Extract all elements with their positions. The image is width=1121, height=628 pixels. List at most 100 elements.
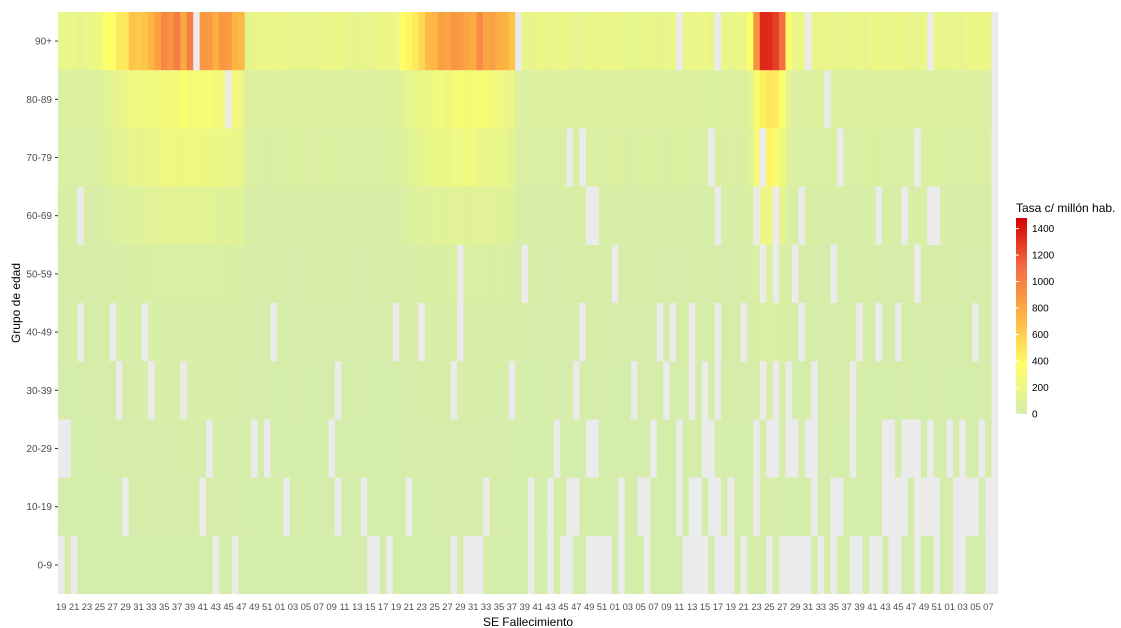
heatmap-cell [96, 361, 104, 420]
heatmap-cell [309, 303, 316, 362]
heatmap-cell [528, 128, 535, 187]
heatmap-cell [199, 186, 207, 245]
x-tick-label: 39 [520, 601, 530, 612]
heatmap-cell [985, 535, 992, 594]
heatmap-cell [553, 244, 561, 303]
heatmap-cell [212, 12, 220, 71]
heatmap-cell [154, 419, 162, 478]
heatmap-cell [663, 535, 670, 594]
heatmap-cell [321, 303, 329, 362]
heatmap-cell [734, 477, 741, 536]
heatmap-cell [817, 128, 825, 187]
heatmap-cell [58, 186, 65, 245]
heatmap-cell [212, 419, 220, 478]
heatmap-cells [58, 12, 999, 594]
heatmap-cell [502, 70, 509, 129]
heatmap-cell [437, 12, 445, 71]
heatmap-cell [824, 244, 831, 303]
heatmap-cell [148, 303, 155, 362]
heatmap-cell [650, 303, 658, 362]
heatmap-cell [985, 477, 992, 536]
heatmap-cell [611, 361, 619, 420]
heatmap-cell [399, 419, 406, 478]
heatmap-cell [206, 128, 213, 187]
heatmap-cell [315, 535, 323, 594]
heatmap-cell [103, 361, 110, 420]
heatmap-cell [103, 128, 110, 187]
heatmap-cell [289, 303, 297, 362]
heatmap-cell [515, 361, 522, 420]
x-tick-label: 01 [610, 601, 620, 612]
heatmap-cell [508, 128, 516, 187]
heatmap-cell [251, 535, 258, 594]
heatmap-cell [759, 419, 767, 478]
heatmap-cell [354, 477, 361, 536]
x-tick-label: 41 [867, 601, 877, 612]
heatmap-cell [431, 12, 439, 71]
heatmap-cell [566, 244, 574, 303]
heatmap-cell [225, 303, 233, 362]
heatmap-cell [753, 244, 761, 303]
heatmap-cell [141, 186, 149, 245]
heatmap-cell [180, 361, 188, 420]
heatmap-cell [70, 419, 78, 478]
heatmap-cell [431, 244, 439, 303]
x-tick-label: 03 [288, 601, 298, 612]
heatmap-cell [882, 361, 889, 420]
heatmap-cell [437, 70, 445, 129]
heatmap-cell [309, 361, 316, 420]
heatmap-cell [740, 12, 748, 71]
heatmap-cell [296, 186, 303, 245]
heatmap-cell [186, 477, 194, 536]
heatmap-cell [193, 186, 200, 245]
heatmap-cell [264, 361, 271, 420]
heatmap-cell [341, 244, 349, 303]
heatmap-cell [959, 128, 967, 187]
heatmap-cell [238, 477, 246, 536]
heatmap-cell [746, 12, 754, 71]
heatmap-cell [566, 12, 574, 71]
heatmap-cell [83, 303, 91, 362]
heatmap-cell [238, 128, 246, 187]
heatmap-cell [225, 244, 233, 303]
heatmap-cell [257, 128, 265, 187]
legend-colorbar [1016, 218, 1027, 414]
heatmap-cell [811, 361, 819, 420]
heatmap-cell [115, 361, 123, 420]
heatmap-cell [985, 12, 992, 71]
heatmap-cell [83, 70, 91, 129]
heatmap-cell [141, 535, 149, 594]
heatmap-cell [64, 535, 72, 594]
heatmap-cell [431, 186, 439, 245]
heatmap-cell [952, 70, 960, 129]
heatmap-cell [824, 186, 831, 245]
heatmap-cell [309, 244, 316, 303]
heatmap-cell [379, 419, 387, 478]
heatmap-cell [424, 70, 432, 129]
heatmap-cell [843, 128, 851, 187]
heatmap-cell [379, 535, 387, 594]
heatmap-cell [811, 419, 819, 478]
heatmap-cell [437, 303, 445, 362]
heatmap-cell [264, 128, 271, 187]
heatmap-cell [779, 477, 786, 536]
heatmap-cell [264, 535, 271, 594]
heatmap-cell [869, 12, 876, 71]
heatmap-cell [772, 361, 780, 420]
heatmap-cell [296, 535, 303, 594]
heatmap-cell [231, 477, 239, 536]
heatmap-cell [463, 244, 471, 303]
heatmap-cell [450, 535, 458, 594]
heatmap-cell [682, 303, 690, 362]
heatmap-cell [321, 535, 329, 594]
heatmap-cell [959, 70, 967, 129]
heatmap-cell [843, 12, 851, 71]
heatmap-cell [727, 303, 735, 362]
heatmap-cell [746, 244, 754, 303]
heatmap-cell [457, 70, 464, 129]
heatmap-cell [882, 244, 889, 303]
heatmap-cell [302, 12, 310, 71]
heatmap-cell [238, 70, 246, 129]
heatmap-cell [791, 477, 799, 536]
heatmap-cell [534, 12, 542, 71]
